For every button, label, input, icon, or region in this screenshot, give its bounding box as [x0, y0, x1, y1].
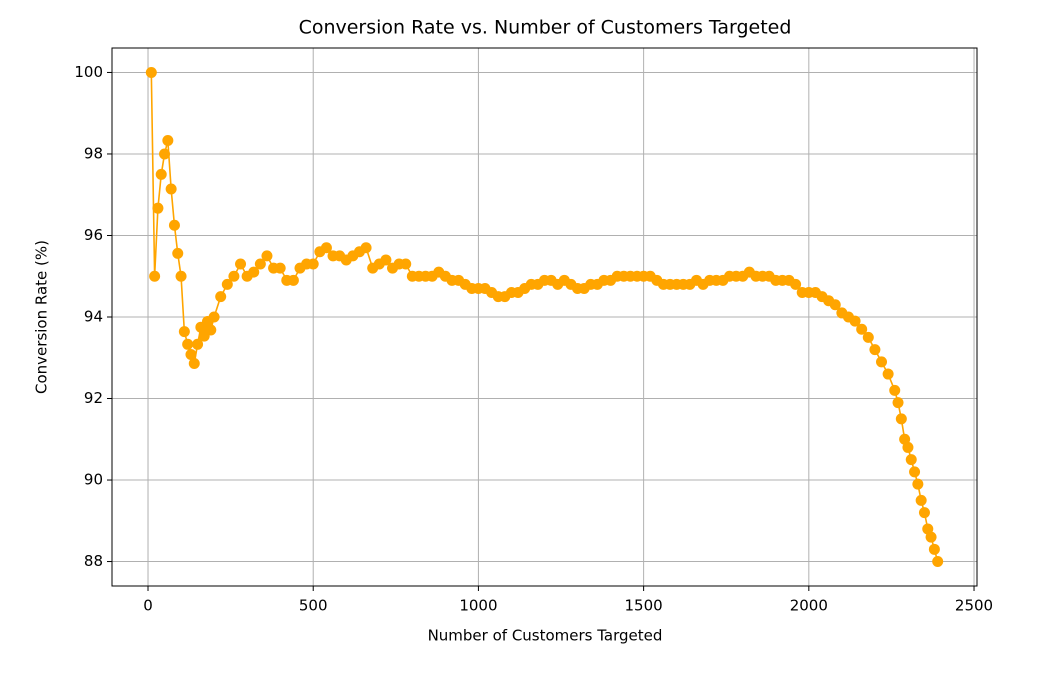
- marker: [869, 344, 881, 356]
- marker: [862, 331, 874, 343]
- marker: [254, 258, 266, 270]
- marker: [145, 66, 157, 78]
- y-tick-label: 100: [74, 63, 103, 81]
- marker: [849, 315, 861, 327]
- marker: [902, 441, 914, 453]
- marker: [918, 507, 930, 519]
- x-axis-label: Number of Customers Targeted: [428, 627, 663, 645]
- marker: [790, 278, 802, 290]
- plot-frame: [111, 47, 978, 587]
- marker: [856, 323, 868, 335]
- marker: [172, 247, 184, 259]
- marker: [228, 270, 240, 282]
- x-tick-label: 500: [299, 597, 328, 615]
- marker: [905, 454, 917, 466]
- x-tick-label: 1000: [459, 597, 497, 615]
- marker: [909, 466, 921, 478]
- y-axis-label: Conversion Rate (%): [33, 240, 51, 394]
- x-tick-label: 1500: [625, 597, 663, 615]
- marker: [188, 357, 200, 369]
- marker: [165, 183, 177, 195]
- x-tick-label: 0: [143, 597, 153, 615]
- chart-title: Conversion Rate vs. Number of Customers …: [299, 17, 792, 39]
- marker: [400, 258, 412, 270]
- marker: [889, 384, 901, 396]
- y-tick-label: 98: [84, 144, 103, 162]
- y-tick-label: 94: [84, 308, 103, 326]
- marker: [307, 258, 319, 270]
- marker: [208, 311, 220, 323]
- marker: [182, 338, 194, 350]
- marker: [932, 556, 944, 568]
- marker: [287, 274, 299, 286]
- y-tick-label: 92: [84, 389, 103, 407]
- marker: [274, 262, 286, 274]
- marker: [829, 299, 841, 311]
- marker: [168, 219, 180, 231]
- marker: [895, 413, 907, 425]
- y-tick-label: 88: [84, 552, 103, 570]
- marker: [215, 291, 227, 303]
- marker: [915, 494, 927, 506]
- marker: [155, 168, 167, 180]
- marker: [178, 326, 190, 338]
- marker: [149, 270, 161, 282]
- marker: [192, 338, 204, 350]
- marker: [159, 148, 171, 160]
- marker: [205, 324, 217, 336]
- x-tick-label: 2500: [955, 597, 993, 615]
- marker: [360, 242, 372, 254]
- marker: [928, 543, 940, 555]
- marker: [235, 258, 247, 270]
- marker: [320, 242, 332, 254]
- marker: [248, 266, 260, 278]
- marker: [380, 254, 392, 266]
- marker: [221, 278, 233, 290]
- marker: [175, 270, 187, 282]
- x-tick-label: 2000: [790, 597, 828, 615]
- marker: [892, 397, 904, 409]
- marker: [152, 202, 164, 214]
- marker: [162, 135, 174, 147]
- marker: [876, 356, 888, 368]
- marker: [912, 478, 924, 490]
- y-tick-label: 96: [84, 226, 103, 244]
- y-tick-label: 90: [84, 471, 103, 489]
- marker: [925, 531, 937, 543]
- marker: [185, 348, 197, 360]
- marker: [261, 250, 273, 262]
- marker: [882, 368, 894, 380]
